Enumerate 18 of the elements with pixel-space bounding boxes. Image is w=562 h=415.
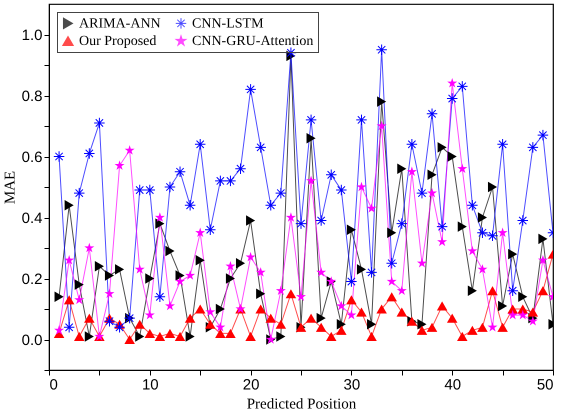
legend-label: Our Proposed — [79, 34, 156, 49]
x-tick-label: 0 — [50, 376, 58, 394]
x-tick-label: 30 — [344, 376, 360, 394]
y-tick-label: 0.8 — [22, 88, 42, 105]
x-tick-label: 10 — [142, 376, 159, 394]
y-tick-label: 0.4 — [22, 210, 42, 227]
y-tick-label: 1.0 — [22, 27, 42, 44]
x-tick-label: 40 — [444, 376, 462, 394]
legend-label: ARIMA-ANN — [79, 16, 161, 32]
legend-label: CNN-LSTM — [192, 16, 264, 32]
x-tick-label: 20 — [242, 376, 260, 394]
legend-label: CNN-GRU-Attention — [192, 34, 314, 49]
y-axis-title: MAE — [2, 170, 19, 204]
x-tick-label: 50 — [536, 376, 554, 394]
y-tick-label: 0.0 — [22, 332, 42, 349]
x-axis-title: Predicted Position — [246, 396, 357, 412]
y-tick-label: 0.6 — [22, 149, 42, 166]
y-tick-label: 0.2 — [22, 271, 42, 288]
